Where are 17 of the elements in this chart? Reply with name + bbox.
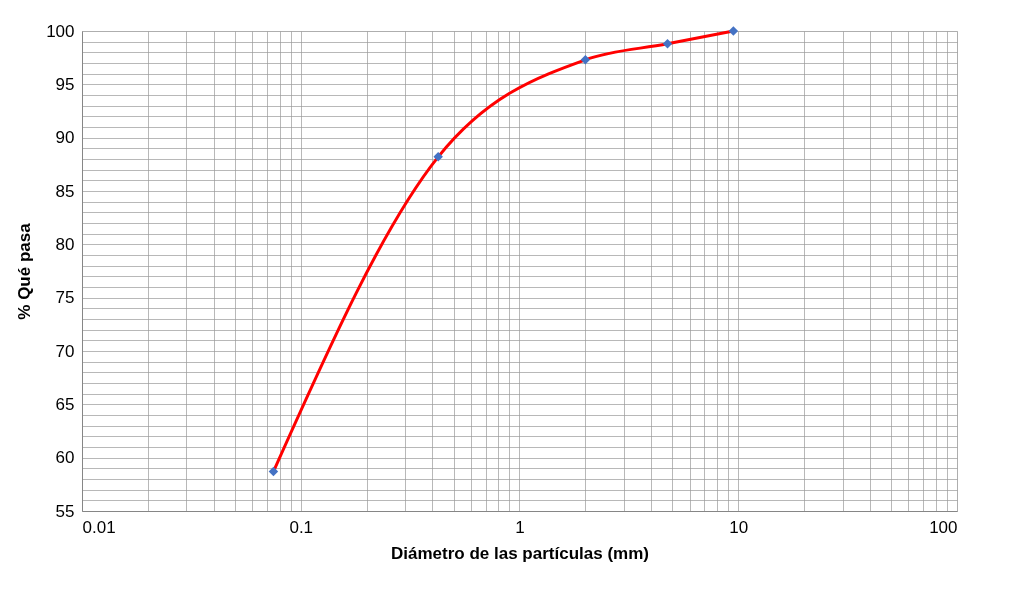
x-tick-label: 1 — [515, 517, 525, 537]
y-tick-label: 95 — [55, 74, 75, 94]
y-tick-label: 55 — [55, 501, 75, 521]
y-tick-label: 70 — [55, 341, 75, 361]
y-axis-title: % Qué pasa — [15, 222, 35, 320]
y-tick-label: 80 — [55, 234, 75, 254]
y-tick-label: 75 — [55, 288, 75, 308]
y-tick-label: 90 — [55, 128, 75, 148]
x-tick-label: 10 — [729, 517, 749, 537]
y-tick-label: 65 — [55, 394, 75, 414]
x-tick-label: 100 — [929, 517, 958, 537]
x-axis-title: Diámetro de las partículas (mm) — [391, 543, 649, 563]
y-tick-label: 85 — [55, 181, 75, 201]
x-tick-label: 0.1 — [289, 517, 314, 537]
y-tick-label: 60 — [55, 448, 75, 468]
x-tick-label: 0.01 — [82, 517, 116, 537]
y-tick-label: 100 — [46, 21, 75, 41]
